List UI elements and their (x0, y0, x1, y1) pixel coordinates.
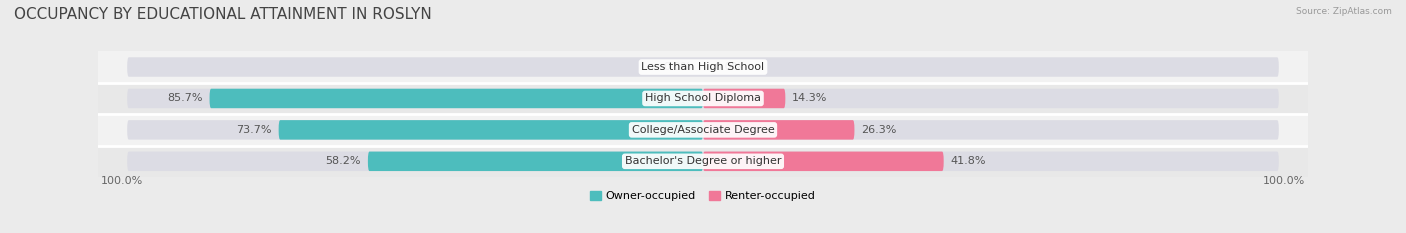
Text: 14.3%: 14.3% (792, 93, 828, 103)
FancyBboxPatch shape (98, 83, 1308, 114)
Legend: Owner-occupied, Renter-occupied: Owner-occupied, Renter-occupied (586, 187, 820, 206)
FancyBboxPatch shape (209, 89, 703, 108)
FancyBboxPatch shape (98, 114, 1308, 146)
Text: 0.0%: 0.0% (664, 62, 692, 72)
FancyBboxPatch shape (703, 120, 855, 140)
Text: Source: ZipAtlas.com: Source: ZipAtlas.com (1296, 7, 1392, 16)
FancyBboxPatch shape (127, 120, 1279, 140)
FancyBboxPatch shape (127, 57, 1279, 77)
FancyBboxPatch shape (98, 146, 1308, 177)
Text: High School Diploma: High School Diploma (645, 93, 761, 103)
Text: 100.0%: 100.0% (1263, 176, 1305, 186)
Text: College/Associate Degree: College/Associate Degree (631, 125, 775, 135)
Text: 0.0%: 0.0% (714, 62, 742, 72)
FancyBboxPatch shape (368, 152, 703, 171)
FancyBboxPatch shape (703, 89, 786, 108)
Text: 41.8%: 41.8% (950, 156, 986, 166)
Text: 100.0%: 100.0% (101, 176, 143, 186)
FancyBboxPatch shape (127, 89, 1279, 108)
Text: Less than High School: Less than High School (641, 62, 765, 72)
Text: 85.7%: 85.7% (167, 93, 202, 103)
FancyBboxPatch shape (98, 51, 1308, 83)
FancyBboxPatch shape (127, 152, 1279, 171)
FancyBboxPatch shape (278, 120, 703, 140)
FancyBboxPatch shape (703, 152, 943, 171)
Text: 73.7%: 73.7% (236, 125, 271, 135)
Text: Bachelor's Degree or higher: Bachelor's Degree or higher (624, 156, 782, 166)
Text: 26.3%: 26.3% (862, 125, 897, 135)
Text: 58.2%: 58.2% (325, 156, 361, 166)
Text: OCCUPANCY BY EDUCATIONAL ATTAINMENT IN ROSLYN: OCCUPANCY BY EDUCATIONAL ATTAINMENT IN R… (14, 7, 432, 22)
